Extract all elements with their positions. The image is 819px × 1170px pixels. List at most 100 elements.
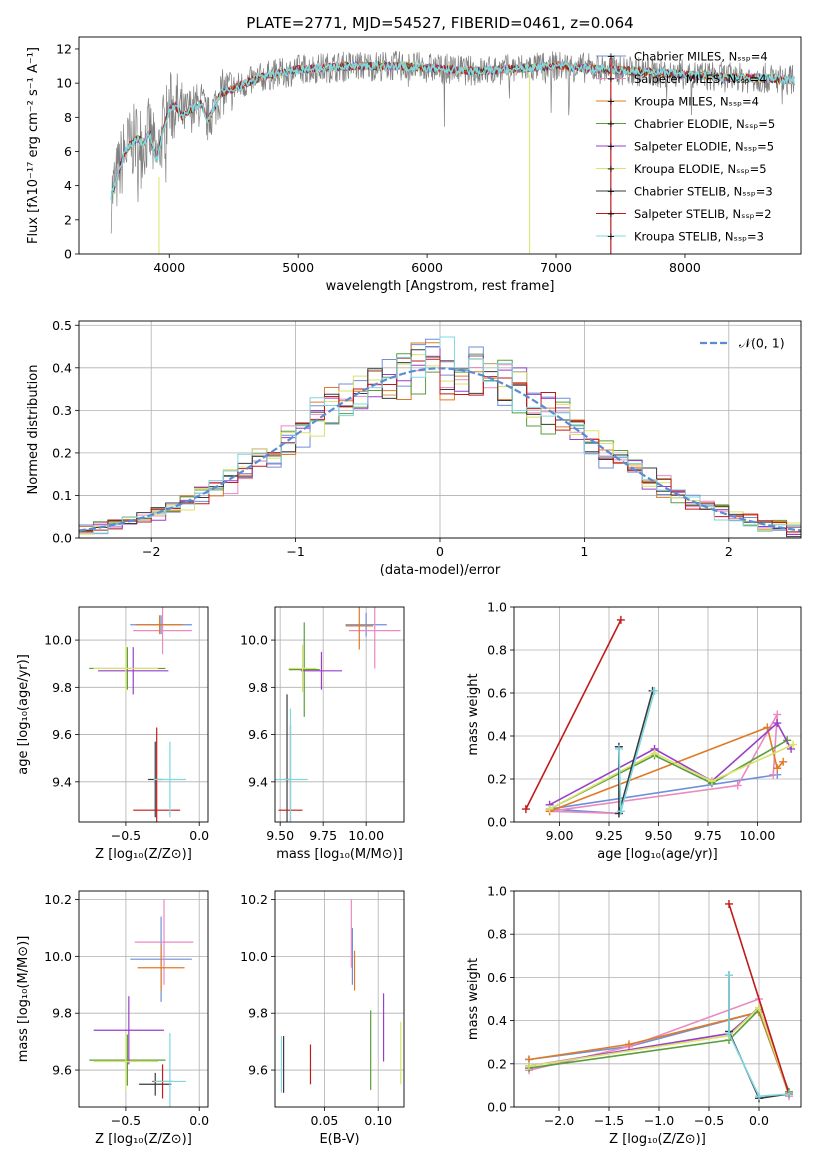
x-tick-label: 4000 <box>153 260 185 275</box>
legend-label: Kroupa MILES, Nₛₛₚ=4 <box>634 95 759 109</box>
data-point <box>521 805 530 814</box>
legend-marker: + <box>607 119 615 130</box>
y-tick-label: 10.0 <box>44 633 72 648</box>
legend-marker: + <box>607 232 615 243</box>
histogram-series <box>79 346 801 535</box>
x-axis-label: (data-model)/error <box>380 563 501 578</box>
x-tick-label: −2 <box>142 544 160 559</box>
data-point <box>773 719 782 728</box>
y-axis-label: Flux [fλ10⁻¹⁷ erg cm⁻² s⁻¹ A⁻¹] <box>26 47 41 244</box>
data-point <box>650 686 659 695</box>
x-tick-label: 10.00 <box>348 828 384 843</box>
axes-5 <box>79 891 208 1107</box>
x-tick-label: −0.5 <box>694 1113 724 1128</box>
mass-weight-lines <box>525 899 793 1103</box>
axes-frame <box>78 36 802 255</box>
histogram-series <box>79 336 801 534</box>
x-tick-label: 0.10 <box>364 1113 392 1128</box>
legend-marker: + <box>607 52 615 63</box>
y-tick-label: 0.4 <box>52 360 72 375</box>
x-axis-label: Z [log₁₀(Z/Z⊙)] <box>609 1132 706 1147</box>
y-tick-label: 1.0 <box>487 600 507 615</box>
errorbars <box>89 899 194 1107</box>
data-point <box>773 710 782 719</box>
axes-frame <box>513 890 802 1108</box>
data-point <box>769 770 778 779</box>
x-tick-label: −2.0 <box>544 1113 574 1128</box>
gaussian-curve <box>79 367 801 532</box>
y-tick-label: 0.8 <box>487 927 507 942</box>
y-tick-label: 0.0 <box>487 1100 507 1115</box>
y-tick-label: 10 <box>56 76 72 91</box>
x-tick-label: 8000 <box>669 260 701 275</box>
legend-label: Chabrier ELODIE, Nₛₛₚ=5 <box>634 117 775 131</box>
legend-marker: + <box>607 142 615 153</box>
y-tick-label: 0.4 <box>487 1013 507 1028</box>
y-tick-label: 6 <box>64 144 72 159</box>
series-line <box>549 773 778 815</box>
x-tick-label: 9.50 <box>645 828 673 843</box>
data-spectrum <box>110 50 795 234</box>
y-tick-label: 0.8 <box>487 643 507 658</box>
x-tick-label: 10.00 <box>740 828 776 843</box>
x-tick-label: 0 <box>436 544 444 559</box>
y-tick-label: 0 <box>64 247 72 262</box>
data-point <box>545 805 554 814</box>
y-tick-label: 9.6 <box>248 727 268 742</box>
legend-label: 𝒩(0, 1) <box>739 336 785 351</box>
y-tick-label: 1.0 <box>487 884 507 899</box>
y-axis-label: mass [log₁₀(M/M⊙)] <box>16 936 31 1063</box>
y-tick-label: 9.4 <box>52 774 72 789</box>
y-tick-label: 9.8 <box>248 680 268 695</box>
y-tick-label: 4 <box>64 178 72 193</box>
x-tick-label: −1 <box>286 544 304 559</box>
data-point <box>733 781 742 790</box>
series-line <box>728 975 790 1098</box>
legend-marker: + <box>607 164 615 175</box>
x-tick-label: 9.25 <box>595 828 623 843</box>
x-tick-label: 0.0 <box>189 1113 209 1128</box>
y-axis-label: mass weight <box>466 958 481 1040</box>
y-tick-label: 0.6 <box>487 970 507 985</box>
x-axis-label: wavelength [Angstrom, rest frame] <box>326 279 555 294</box>
model-spectrum <box>110 59 795 200</box>
errorbars <box>280 899 402 1093</box>
x-tick-label: 1 <box>580 544 588 559</box>
y-tick-label: 12 <box>56 41 72 56</box>
errorbars <box>89 607 192 822</box>
data-point <box>616 807 625 816</box>
x-tick-label: 0.0 <box>189 828 209 843</box>
legend-label: Chabrier MILES, Nₛₛₚ=4 <box>634 50 768 64</box>
legend-marker: + <box>607 187 615 198</box>
data-point <box>725 971 733 980</box>
x-tick-label: −1.5 <box>594 1113 624 1128</box>
legend-label: Salpeter STELIB, Nₛₛₚ=2 <box>634 207 772 221</box>
axes-6 <box>275 891 404 1107</box>
histogram-series <box>79 357 801 533</box>
legend-label: Chabrier STELIB, Nₛₛₚ=3 <box>634 185 773 199</box>
x-tick-label: 0.0 <box>749 1113 769 1128</box>
data-point <box>616 615 625 624</box>
legend-label: Kroupa STELIB, Nₛₛₚ=3 <box>634 230 764 244</box>
errorbars <box>275 607 401 822</box>
y-tick-label: 10.2 <box>240 892 268 907</box>
y-tick-label: 0.1 <box>52 488 72 503</box>
data-point <box>763 723 772 732</box>
data-point <box>725 899 733 908</box>
data-point <box>707 777 716 786</box>
y-tick-label: 0.0 <box>52 531 72 546</box>
legend-marker: + <box>607 97 615 108</box>
x-tick-label: 0.05 <box>311 1113 339 1128</box>
histograms <box>79 336 801 538</box>
y-tick-label: 0.2 <box>487 1056 507 1071</box>
data-point <box>725 1029 733 1038</box>
x-axis-label: Z [log₁₀(Z/Z⊙)] <box>95 1132 192 1147</box>
x-axis-label: age [log₁₀(age/yr)] <box>597 847 718 862</box>
x-tick-label: 9.00 <box>546 828 574 843</box>
legend-label: Salpeter MILES, Nₛₛₚ=4 <box>634 72 767 86</box>
x-tick-label: 9.50 <box>266 828 294 843</box>
x-tick-label: 9.75 <box>309 828 337 843</box>
x-tick-label: −0.5 <box>111 1113 141 1128</box>
y-tick-label: 0.4 <box>487 729 507 744</box>
mass-weight-lines <box>521 615 798 818</box>
